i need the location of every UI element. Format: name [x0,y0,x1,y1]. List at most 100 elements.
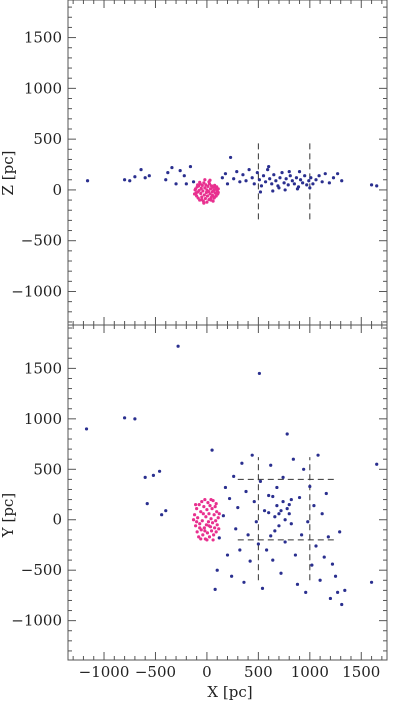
data-point-blue-top [274,179,278,183]
data-point-blue-bottom [343,588,347,592]
y-tick-label-top: 500 [33,130,62,148]
data-point-pink-bottom [195,520,199,524]
panel-top-xz: −1000 −500 0 500 1000 1500 [11,0,388,326]
data-point-pink-top [202,193,206,197]
data-point-blue-bottom [252,499,256,504]
data-point-pink-top [203,186,207,190]
data-point-blue-top [147,174,151,178]
data-point-pink-bottom [207,512,211,516]
data-point-blue-bottom [269,534,273,538]
data-point-pink-bottom [198,522,202,526]
data-point-blue-bottom [297,495,302,500]
data-point-blue-top [170,165,174,170]
data-point-blue-bottom [273,529,277,533]
data-point-pink-bottom [204,523,209,527]
data-point-blue-bottom [257,371,261,376]
data-point-blue-top [283,188,287,192]
data-point-pink-top [194,191,198,195]
data-point-pink-top [200,197,204,202]
data-point-blue-top [305,183,309,187]
data-point-pink-bottom [191,518,196,522]
data-point-pink-bottom [206,520,211,524]
data-point-blue-bottom [375,462,379,466]
data-point-pink-bottom [205,508,209,512]
data-point-blue-bottom [248,559,252,563]
data-point-blue-top [308,186,312,190]
data-point-blue-top [295,187,300,191]
data-point-pink-top [209,198,213,202]
data-point-blue-top [303,174,307,178]
data-point-blue-bottom [304,590,308,594]
data-point-blue-bottom [283,540,287,544]
y-tick-label-bottom: −500 [21,561,62,579]
data-point-pink-bottom [202,505,206,509]
data-point-blue-bottom [324,491,328,496]
x-tick-label: −500 [135,663,176,681]
data-point-blue-bottom [244,489,248,494]
data-point-pink-bottom [209,517,213,521]
data-point-blue-bottom [143,475,147,479]
data-point-blue-bottom [234,527,238,531]
data-point-blue-top [278,176,282,180]
data-point-blue-bottom [273,515,277,519]
data-point-blue-bottom [312,504,316,508]
data-point-blue-top [178,169,182,173]
data-point-blue-bottom [322,555,326,559]
data-point-blue-top [286,183,290,187]
data-point-pink-top [203,178,207,182]
data-point-pink-top [200,195,204,199]
data-point-blue-bottom [260,586,265,590]
data-point-blue-bottom [240,461,244,465]
data-point-blue-top [290,179,294,183]
data-point-blue-top [241,173,245,177]
data-point-blue-bottom [238,548,242,552]
data-point-blue-top [271,189,275,193]
data-point-pink-bottom [206,500,210,505]
data-point-blue-top [164,178,168,182]
data-point-blue-top [166,171,170,175]
data-point-blue-bottom [330,562,335,566]
data-point-blue-bottom [279,509,283,513]
data-point-blue-bottom [217,536,221,540]
data-point-blue-bottom [221,514,225,518]
data-point-pink-bottom [216,516,220,520]
data-point-blue-bottom [295,582,300,586]
data-point-blue-top [340,179,344,183]
plot-frame-top [67,0,388,326]
y-tick-label-bottom: 500 [33,460,62,478]
data-point-blue-bottom [318,578,322,582]
data-point-blue-top [133,175,137,179]
data-point-blue-top [250,176,254,180]
x-axis-label: X [pc] [207,683,252,701]
data-point-blue-bottom [232,474,236,478]
data-point-blue-top [266,168,270,172]
x-tick-label: 1500 [342,663,380,681]
data-point-blue-top [280,171,284,175]
data-point-blue-bottom [281,475,285,479]
data-point-pink-top [199,186,203,190]
data-point-pink-top [205,200,209,204]
y-tick-label-top: 1500 [24,29,62,47]
y-tick-label-bottom: 1000 [24,410,62,428]
data-point-pink-bottom [214,519,218,523]
data-point-blue-bottom [333,574,338,578]
data-point-pink-top [212,188,216,193]
data-point-blue-bottom [289,522,293,526]
data-point-pink-top [201,189,205,193]
data-point-blue-bottom [145,501,149,506]
data-point-pink-bottom [203,497,207,502]
data-point-pink-top [205,194,210,198]
data-point-blue-bottom [316,453,320,457]
data-point-blue-top [282,181,286,185]
data-point-blue-top [257,178,261,182]
data-point-pink-bottom [205,538,209,542]
data-point-blue-top [182,174,186,178]
data-point-blue-bottom [242,580,246,584]
data-point-pink-bottom [210,521,215,525]
data-point-blue-bottom [122,416,127,420]
data-point-pink-top [196,183,200,187]
data-point-blue-bottom [314,544,318,548]
data-point-pink-bottom [214,530,218,534]
data-point-pink-bottom [195,507,199,511]
